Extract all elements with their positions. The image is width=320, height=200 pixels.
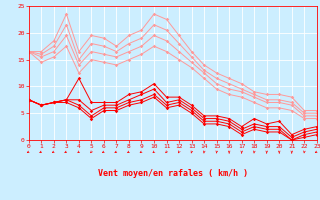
Text: Vent moyen/en rafales ( km/h ): Vent moyen/en rafales ( km/h ) — [98, 169, 248, 178]
